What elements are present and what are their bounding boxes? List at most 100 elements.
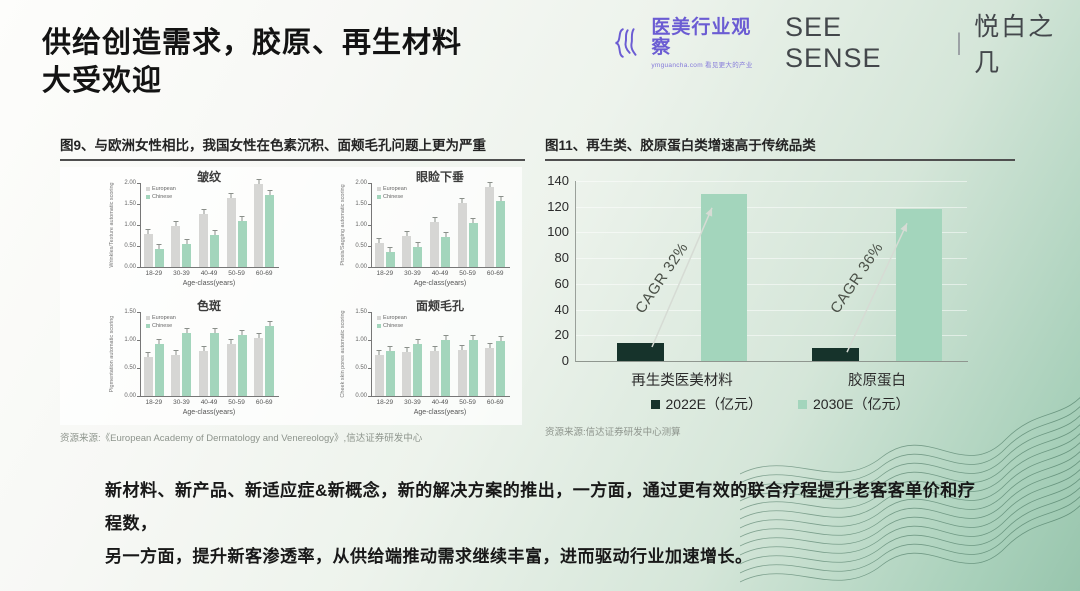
plot-area [140, 183, 279, 268]
error-bar [443, 232, 448, 238]
legend-item-chinese: Chinese [146, 323, 172, 329]
error-bar [487, 343, 493, 349]
x-tick-label: 60-69 [255, 270, 273, 277]
y-tick-mark [137, 267, 140, 268]
x-tick-label: 18-29 [145, 270, 163, 277]
y-tick-label: 0.00 [355, 392, 367, 399]
x-tick-label: 50-59 [228, 270, 245, 277]
error-bar [376, 349, 382, 355]
contour-pattern-decoration [740, 397, 1080, 583]
bar-european-50-59 [457, 344, 467, 396]
x-tick-label: 30-39 [173, 270, 190, 277]
legend-swatch [650, 399, 660, 409]
bar-european-50-59 [457, 197, 467, 267]
gridline [575, 335, 967, 337]
error-bar [376, 237, 382, 243]
legend-swatch-european [146, 187, 150, 191]
bar-european-18-29 [143, 229, 153, 267]
y-tick-label: 120 [547, 198, 569, 214]
error-bar [201, 345, 206, 351]
gridline [575, 258, 967, 260]
logo-divider: | [955, 29, 963, 56]
bar-european-40-49 [430, 217, 439, 267]
error-bar [156, 244, 162, 250]
bar-european-40-49 [199, 345, 208, 396]
gridline [575, 283, 967, 285]
legend-label: 2030E（亿元） [813, 396, 910, 412]
bar-chinese-18-29 [154, 339, 164, 396]
figure9-title: 图9、与欧洲女性相比，我国女性在色素沉积、面颊毛孔问题上更为严重 [60, 134, 525, 161]
error-bar [145, 229, 151, 235]
plot-area [371, 312, 510, 397]
legend-label: Chinese [383, 194, 404, 200]
x-axis-label: Age-class(years) [413, 280, 467, 287]
logo-brand-text: 医美行业观察 [651, 16, 752, 58]
figure9-panel: 图9、与欧洲女性相比，我国女性在色素沉积、面颊毛孔问题上更为严重 皱纹 Wrink… [60, 134, 525, 444]
y-tick-label: 1.50 [124, 200, 136, 207]
bar-chinese-18-29 [385, 247, 395, 267]
error-bar [184, 238, 190, 244]
legend-swatch-european [146, 316, 150, 320]
y-tick-mark [137, 246, 140, 247]
legend-swatch-chinese [146, 324, 150, 328]
body-text-line2: 另一方面，提升新客渗透率，从供给端推动需求继续丰富，进而驱动行业加速增长。 [105, 547, 753, 566]
plot-area [371, 183, 510, 268]
bar-chinese-60-69 [265, 321, 275, 396]
legend-swatch-chinese [377, 324, 381, 328]
x-tick-label: 30-39 [404, 270, 421, 277]
error-bar [459, 344, 465, 350]
legend-item-european: European [146, 315, 176, 321]
mini-chart-fig9-wrinkles: 皱纹 Wrinkles/Texture automatic scoring 0.00… [60, 167, 291, 296]
bar-chinese-50-59 [237, 215, 247, 267]
error-bar [212, 328, 217, 334]
y-tick-label: 0.00 [124, 263, 136, 270]
bar-chinese-50-59 [468, 335, 478, 396]
logo-tagline: ymguancha.com 看见更大的产业 [651, 61, 753, 69]
gridline [575, 181, 967, 182]
error-bar [432, 345, 437, 351]
error-bar [404, 231, 410, 237]
error-bar [404, 346, 410, 352]
error-bar [201, 208, 206, 214]
mini-chart-title: 色斑 [196, 299, 221, 313]
y-tick-label: 1.00 [355, 336, 367, 343]
legend-label: European [383, 186, 407, 192]
bar-european-50-59 [226, 192, 236, 267]
bar-chinese-30-39 [182, 328, 192, 396]
y-tick-mark [137, 340, 140, 341]
y-tick-label: 2.00 [124, 179, 136, 186]
error-bar [184, 328, 190, 334]
y-tick-mark [368, 246, 371, 247]
y-tick-label: 20 [554, 327, 569, 343]
x-tick-label: 30-39 [404, 399, 421, 406]
y-tick-label: 140 [547, 173, 569, 188]
bar-2022e-再生类医美材料 [617, 343, 664, 361]
error-bar [459, 197, 465, 203]
error-bar [470, 218, 476, 224]
legend-swatch-european [377, 187, 381, 191]
legend-item-2022e: 2022E（亿元） [650, 394, 762, 414]
error-bar [156, 339, 162, 345]
x-tick-label: 50-59 [459, 270, 476, 277]
figure11-source: 资源来源:信达证券研发中心测算 [545, 427, 681, 438]
y-tick-mark [137, 183, 140, 184]
error-bar [256, 179, 262, 185]
error-bar [212, 229, 217, 235]
bar-chinese-50-59 [468, 218, 478, 267]
y-axis-label: Pigmentation automatic scoring [109, 315, 115, 393]
error-bar [267, 189, 273, 195]
legend-label: European [383, 315, 407, 321]
x-tick-label: 18-29 [376, 270, 394, 277]
x-tick-label: 40-49 [431, 270, 449, 277]
y-tick-mark [368, 340, 371, 341]
x-tick-label: 18-29 [145, 399, 163, 406]
legend-item-european: European [377, 186, 407, 192]
bar-chinese-30-39 [413, 242, 423, 267]
y-tick-mark [137, 396, 140, 397]
error-bar [415, 339, 421, 345]
y-tick-mark [137, 312, 140, 313]
mini-chart-fig9-ptosis: 眼睑下垂 Ptosis/Sagging automatic scoring 0.00… [291, 167, 522, 296]
error-bar [432, 217, 437, 223]
y-tick-mark [368, 183, 371, 184]
error-bar [173, 350, 179, 356]
